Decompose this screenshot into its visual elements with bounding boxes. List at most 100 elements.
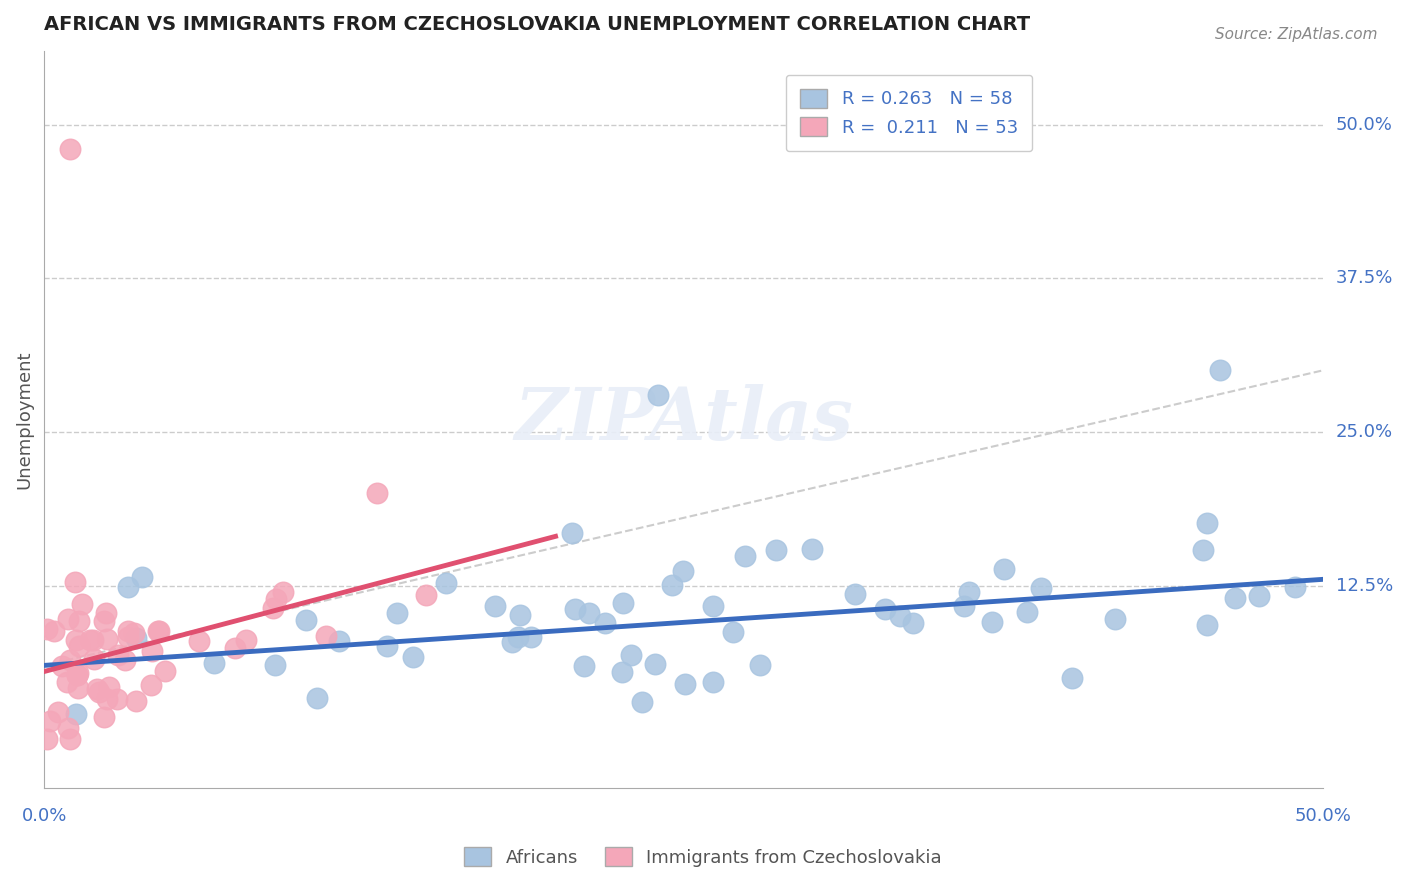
Point [993, 562, 1015, 576]
Point [153, 665, 176, 679]
Point [1209, 363, 1232, 377]
Point [56, 675, 79, 690]
Point [125, 631, 148, 645]
Point [38, 714, 60, 729]
Point [328, 634, 350, 648]
Point [67, 614, 90, 628]
Point [148, 624, 170, 638]
Point [224, 641, 246, 656]
Point [59, 732, 82, 747]
Point [56, 721, 79, 735]
Point [114, 653, 136, 667]
Point [235, 633, 257, 648]
Point [124, 694, 146, 708]
Point [96, 632, 118, 647]
Text: AFRICAN VS IMMIGRANTS FROM CZECHOSLOVAKIA UNEMPLOYMENT CORRELATION CHART: AFRICAN VS IMMIGRANTS FROM CZECHOSLOVAKI… [44, 15, 1031, 34]
Point [765, 543, 787, 558]
Point [67, 639, 90, 653]
Point [1284, 580, 1306, 594]
Point [1195, 516, 1218, 530]
Point [509, 608, 531, 623]
Point [86, 681, 108, 696]
Point [117, 580, 139, 594]
Point [315, 629, 337, 643]
Point [107, 648, 129, 662]
Point [612, 665, 634, 679]
Point [889, 609, 911, 624]
Point [202, 656, 225, 670]
Point [1247, 589, 1270, 603]
Point [124, 626, 146, 640]
Point [295, 613, 318, 627]
Point [385, 606, 408, 620]
Point [953, 599, 976, 613]
Point [96, 692, 118, 706]
Text: 37.5%: 37.5% [1336, 269, 1393, 287]
Point [141, 644, 163, 658]
Point [59, 142, 82, 156]
Point [1104, 612, 1126, 626]
Point [401, 650, 423, 665]
Point [1060, 671, 1083, 685]
Point [37, 732, 59, 747]
Point [734, 549, 756, 564]
Point [484, 599, 506, 613]
Point [67, 665, 90, 680]
Point [572, 659, 595, 673]
Point [42, 624, 65, 638]
Point [1223, 591, 1246, 606]
Point [65, 632, 87, 647]
Point [661, 577, 683, 591]
Point [264, 591, 287, 606]
Point [578, 606, 600, 620]
Point [1192, 543, 1215, 558]
Point [56, 612, 79, 626]
Point [67, 681, 90, 695]
Legend: R = 0.263   N = 58, R =  0.211   N = 53: R = 0.263 N = 58, R = 0.211 N = 53 [786, 75, 1032, 152]
Point [631, 695, 654, 709]
Point [82, 632, 104, 647]
Point [844, 587, 866, 601]
Text: ZIPAtlas: ZIPAtlas [515, 384, 853, 455]
Point [51, 659, 73, 673]
Point [593, 616, 616, 631]
Point [94, 606, 117, 620]
Point [65, 706, 87, 721]
Point [366, 486, 388, 500]
Point [672, 564, 695, 578]
Point [620, 648, 643, 662]
Point [647, 388, 669, 402]
Text: Source: ZipAtlas.com: Source: ZipAtlas.com [1215, 27, 1378, 42]
Text: 50.0%: 50.0% [1336, 116, 1392, 134]
Point [801, 542, 824, 557]
Point [1015, 605, 1038, 619]
Point [873, 602, 896, 616]
Text: 50.0%: 50.0% [1295, 806, 1351, 825]
Point [305, 691, 328, 706]
Point [188, 633, 211, 648]
Point [644, 657, 666, 671]
Point [957, 585, 980, 599]
Point [117, 631, 139, 645]
Point [1031, 581, 1053, 595]
Point [131, 569, 153, 583]
Point [87, 685, 110, 699]
Point [79, 632, 101, 647]
Point [262, 601, 284, 615]
Text: 12.5%: 12.5% [1336, 576, 1393, 594]
Point [749, 658, 772, 673]
Legend: Africans, Immigrants from Czechoslovakia: Africans, Immigrants from Czechoslovakia [457, 840, 949, 874]
Point [66, 668, 89, 682]
Point [66, 668, 89, 682]
Point [271, 585, 294, 599]
Point [506, 630, 529, 644]
Point [901, 615, 924, 630]
Point [561, 525, 583, 540]
Point [721, 625, 744, 640]
Point [673, 677, 696, 691]
Point [1197, 618, 1219, 632]
Text: 0.0%: 0.0% [21, 806, 67, 825]
Point [59, 653, 82, 667]
Text: 25.0%: 25.0% [1336, 423, 1392, 441]
Point [375, 640, 398, 654]
